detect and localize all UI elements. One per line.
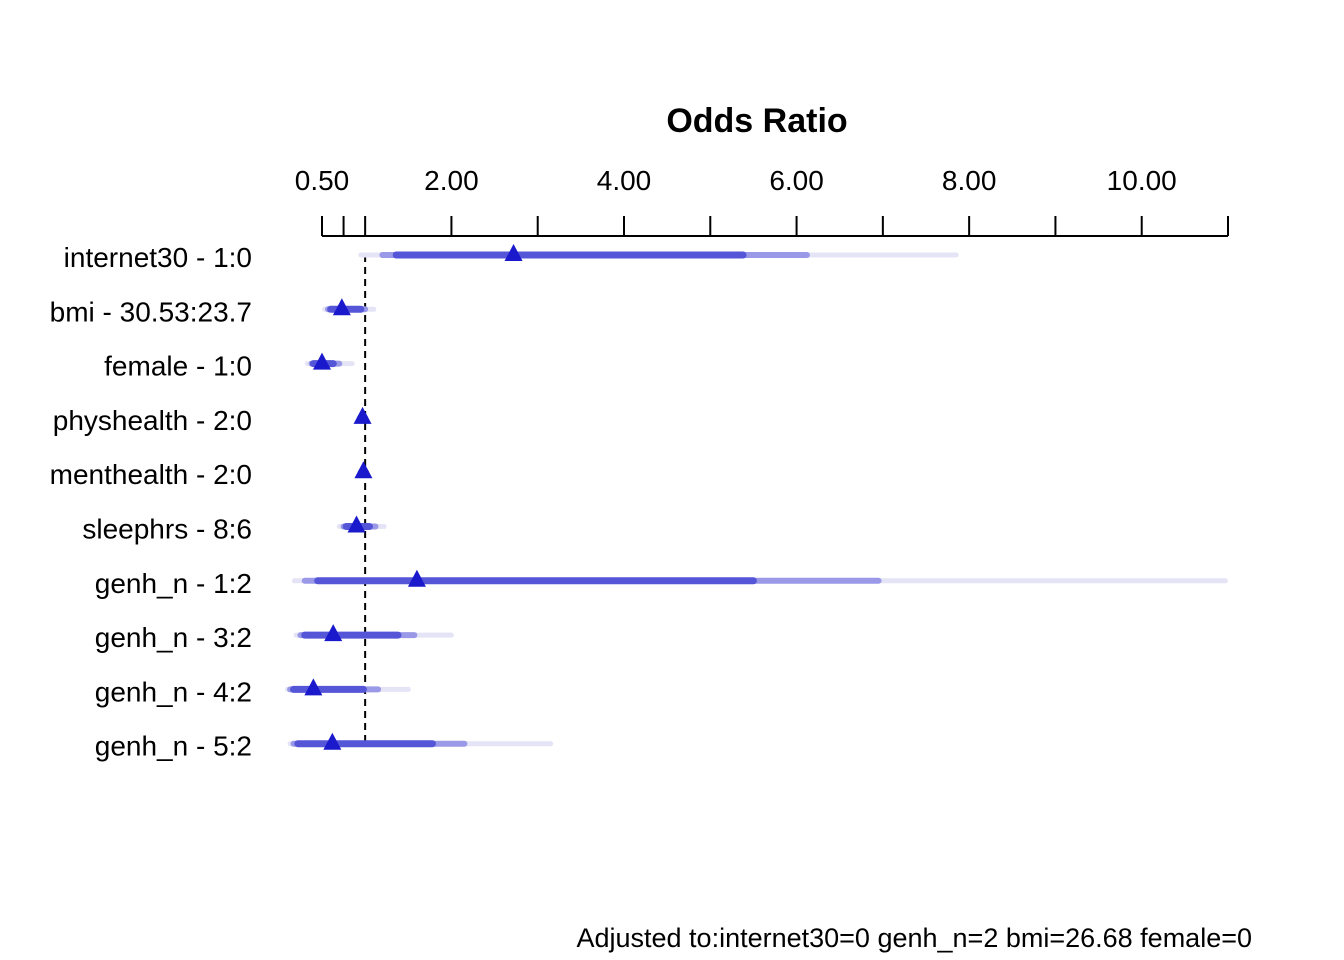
forest-row: female - 1:0 [104, 351, 355, 382]
estimate-rows: internet30 - 1:0 bmi - 30.53:23.7 female -… [50, 242, 1228, 762]
row-label: genh_n - 5:2 [95, 731, 252, 762]
row-label: genh_n - 1:2 [95, 568, 252, 599]
chart-title: Odds Ratio [666, 102, 847, 140]
forest-row: sleephrs - 8:6 [82, 514, 387, 545]
row-label: sleephrs - 8:6 [82, 514, 252, 545]
x-tick-label: 6.00 [769, 165, 824, 196]
forest-row: genh_n - 4:2 [95, 676, 411, 707]
point-estimate [324, 624, 343, 642]
forest-row: genh_n - 5:2 [95, 731, 554, 762]
x-axis: 0.50 2.00 4.00 6.00 8.00 10.00 [295, 165, 1229, 237]
forest-row: physhealth - 2:0 [53, 405, 372, 436]
forest-row: bmi - 30.53:23.7 [50, 296, 377, 327]
row-label: physhealth - 2:0 [53, 405, 252, 436]
forest-row: menthealth - 2:0 [50, 459, 373, 490]
row-label: menthealth - 2:0 [50, 459, 252, 490]
x-tick-label: 8.00 [942, 165, 997, 196]
x-tick-label: 2.00 [424, 165, 479, 196]
forest-row: internet30 - 1:0 [64, 242, 959, 273]
x-tick-label: 4.00 [597, 165, 652, 196]
point-estimate [323, 732, 342, 750]
point-estimate [347, 515, 366, 533]
row-label: genh_n - 4:2 [95, 676, 252, 707]
point-estimate [353, 406, 372, 424]
x-tick-label: 10.00 [1107, 165, 1177, 196]
point-estimate [504, 244, 523, 261]
point-estimate [332, 298, 351, 316]
row-label: female - 1:0 [104, 351, 252, 382]
forest-row: genh_n - 3:2 [95, 622, 454, 653]
x-tick-label: 0.50 [295, 165, 350, 196]
forest-row: genh_n - 1:2 [95, 568, 1228, 599]
row-label: genh_n - 3:2 [95, 622, 252, 653]
row-label: bmi - 30.53:23.7 [50, 296, 252, 327]
point-estimate [313, 352, 331, 370]
point-estimate [407, 569, 426, 587]
point-estimate [354, 461, 373, 479]
adjusted-to-footnote: Adjusted to:internet30=0 genh_n=2 bmi=26… [576, 923, 1252, 953]
point-estimate [304, 678, 323, 696]
row-label: internet30 - 1:0 [64, 242, 252, 273]
